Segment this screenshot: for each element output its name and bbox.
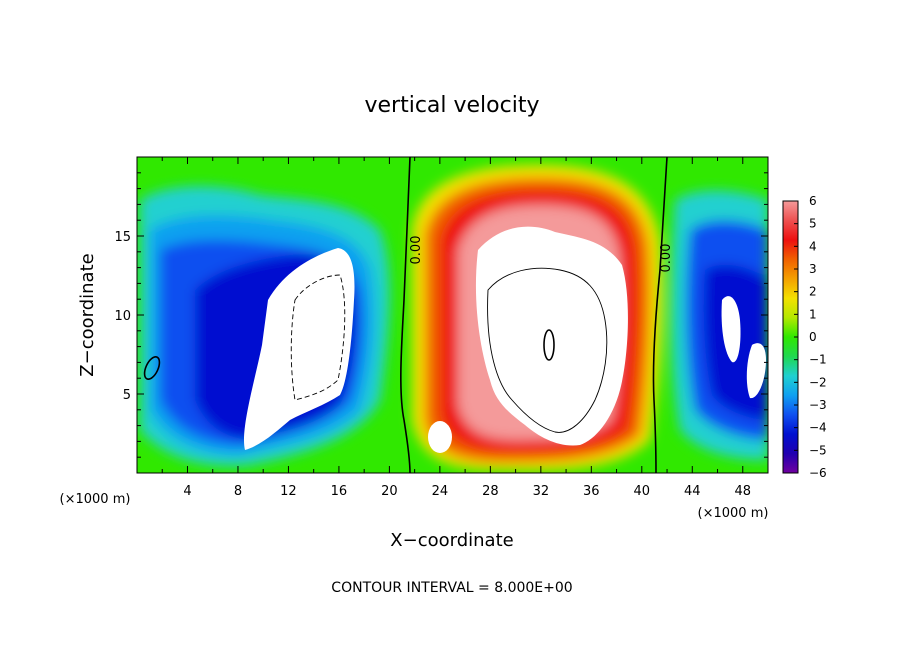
downdraft-core-right-2 [746, 343, 766, 399]
y-tick-label: 15 [114, 230, 131, 245]
colorbar-tick-label: 1 [809, 307, 817, 321]
downdraft-core-right-1 [721, 296, 741, 363]
contour-loop-left [143, 356, 161, 380]
x-tick-label: 48 [734, 484, 751, 499]
x-axis: 4 8 12 16 20 24 28 32 36 40 44 48 [161, 157, 751, 499]
zero-contours [143, 157, 668, 473]
colorbar-tick-label: −1 [809, 353, 827, 367]
x-tick-label: 12 [280, 484, 297, 499]
colorbar-tick-label: 5 [809, 217, 817, 231]
contour-label-right: 0.00 [659, 244, 674, 273]
colorbar-tick-label: 0 [809, 330, 817, 344]
colorbar: 6 5 4 3 2 1 0 −1 −2 −3 −4 −5 −6 [782, 194, 827, 480]
x-units-right: (×1000 m) [698, 506, 769, 521]
x-tick-label: 4 [183, 484, 191, 499]
x-tick-label: 28 [482, 484, 499, 499]
colorbar-tick-label: 2 [809, 285, 817, 299]
colorbar-tick-label: −3 [809, 398, 827, 412]
colorbar-tick-label: −4 [809, 421, 827, 435]
colorbar-tick-label: −5 [809, 443, 827, 457]
colorbar-tick-label: −2 [809, 375, 827, 389]
x-tick-label: 40 [634, 484, 651, 499]
colorbar-tick-label: 6 [809, 194, 817, 208]
zero-contour-left [400, 157, 411, 473]
downdraft-core-left [243, 248, 355, 450]
colorbar-tick-label: 3 [809, 262, 817, 276]
contour-interval-note: CONTOUR INTERVAL = 8.000E+00 [331, 580, 572, 596]
positive-contour [487, 267, 608, 433]
zero-contour-right [652, 157, 668, 473]
x-tick-label: 32 [533, 484, 550, 499]
colorbar-ticks: 6 5 4 3 2 1 0 −1 −2 −3 −4 −5 −6 [794, 194, 827, 480]
colorbar-tick-label: −6 [809, 466, 827, 480]
x-tick-label: 44 [684, 484, 701, 499]
x-units-left: (×1000 m) [60, 492, 131, 507]
x-tick-label: 8 [234, 484, 242, 499]
plot-area [137, 157, 768, 473]
x-tick-label: 24 [432, 484, 449, 499]
y-tick-label: 10 [114, 309, 131, 324]
contour-label-left: 0.00 [409, 236, 424, 265]
x-tick-label: 20 [381, 484, 398, 499]
colorbar-tick-label: 4 [809, 239, 817, 253]
y-tick-label: 5 [123, 388, 131, 403]
x-axis-label: X−coordinate [390, 530, 513, 551]
y-axis-label: Z−coordinate [77, 253, 98, 376]
x-tick-label: 16 [331, 484, 348, 499]
chart-title: vertical velocity [364, 93, 539, 118]
x-tick-label: 36 [583, 484, 600, 499]
updraft-core [475, 226, 628, 446]
contour-loop-center [543, 329, 555, 361]
updraft-core-small [428, 421, 452, 453]
y-axis: 5 10 15 [114, 172, 768, 458]
inner-contours [290, 267, 608, 433]
